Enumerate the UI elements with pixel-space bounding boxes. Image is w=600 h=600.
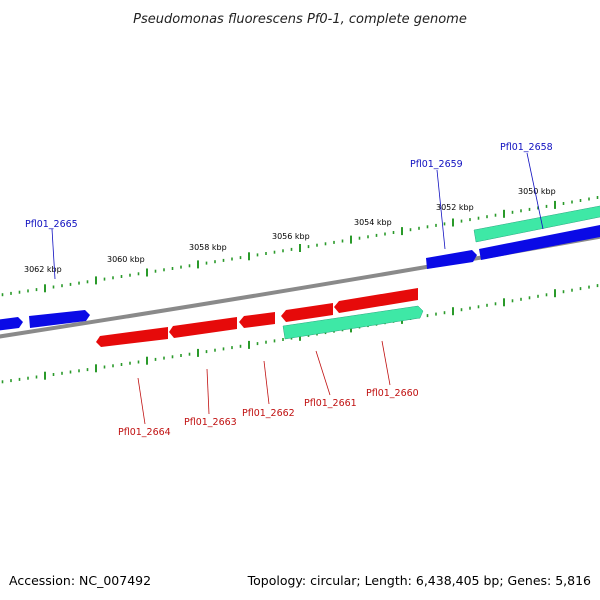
gene-arrow-unlabeled-left[interactable] (0, 317, 23, 331)
rna-gene-upper[interactable] (473, 205, 600, 243)
gene-arrow-pfl01-2663[interactable] (169, 317, 237, 338)
gene-arrow-pfl01-2660[interactable] (334, 288, 418, 313)
tick-labels: 3050 kbp 3052 kbp 3054 kbp 3056 kbp 3058… (24, 187, 556, 274)
gene-label-pfl01-2658[interactable]: Pfl01_2658 (500, 142, 553, 153)
rna-gene-lower[interactable] (282, 305, 424, 340)
tick-label-3062: 3062 kbp (24, 265, 62, 274)
forward-gene-labels: Pfl01_2665 Pfl01_2659 Pfl01_2658 (25, 142, 553, 280)
forward-gene-track (0, 224, 600, 331)
gene-label-pfl01-2663[interactable]: Pfl01_2663 (184, 417, 237, 428)
reverse-gene-track (96, 288, 418, 347)
gene-arrow-pfl01-2665[interactable] (29, 310, 90, 328)
tick-label-3058: 3058 kbp (189, 243, 227, 252)
tick-label-3060: 3060 kbp (107, 255, 145, 264)
map-title: Pseudomonas fluorescens Pf0-1, complete … (133, 12, 467, 27)
gene-label-pfl01-2665[interactable]: Pfl01_2665 (25, 219, 78, 230)
tick-label-3056: 3056 kbp (272, 232, 310, 241)
tick-label-3050: 3050 kbp (518, 187, 556, 196)
gene-label-pfl01-2659[interactable]: Pfl01_2659 (410, 159, 463, 170)
genome-summary-text: Topology: circular; Length: 6,438,405 bp… (247, 573, 591, 588)
tick-label-3054: 3054 kbp (354, 218, 392, 227)
gene-label-pfl01-2661[interactable]: Pfl01_2661 (304, 398, 357, 409)
gene-arrow-pfl01-2664[interactable] (96, 327, 168, 347)
gene-label-pfl01-2662[interactable]: Pfl01_2662 (242, 408, 295, 419)
reverse-gene-labels: Pfl01_2664 Pfl01_2663 Pfl01_2662 Pfl01_2… (118, 340, 419, 438)
tick-label-3052: 3052 kbp (436, 203, 474, 212)
gene-arrow-pfl01-2662[interactable] (239, 312, 275, 328)
accession-text: Accession: NC_007492 (9, 573, 151, 588)
gene-label-pfl01-2660[interactable]: Pfl01_2660 (366, 388, 419, 399)
rna-gene-track (282, 205, 600, 340)
tick-track-upper (1, 196, 599, 297)
gene-label-pfl01-2664[interactable]: Pfl01_2664 (118, 427, 171, 438)
gene-arrow-pfl01-2658[interactable] (479, 224, 600, 260)
gene-arrow-pfl01-2661[interactable] (281, 303, 333, 322)
gene-arrow-pfl01-2659[interactable] (426, 250, 477, 269)
